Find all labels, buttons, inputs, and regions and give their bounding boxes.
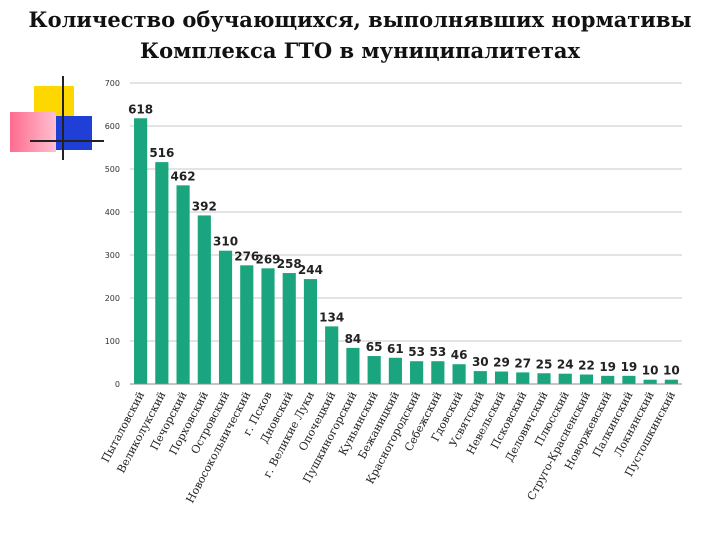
data-label: 30 xyxy=(472,355,489,369)
data-label: 10 xyxy=(642,364,659,378)
bar xyxy=(134,118,148,384)
data-label: 53 xyxy=(408,345,425,359)
data-label: 29 xyxy=(493,356,510,370)
data-label: 10 xyxy=(663,364,680,378)
title-line-1: Количество обучающихся, выполнявших норм… xyxy=(28,7,692,32)
data-label: 618 xyxy=(128,102,153,116)
bar xyxy=(303,279,318,384)
bar xyxy=(367,356,381,384)
y-tick-label: 100 xyxy=(105,337,120,346)
page-title: Количество обучающихся, выполнявших норм… xyxy=(0,4,720,66)
deco-pink-square xyxy=(10,112,56,152)
data-label: 53 xyxy=(429,345,446,359)
data-label: 25 xyxy=(536,357,553,371)
data-label: 310 xyxy=(213,235,238,249)
bar xyxy=(558,373,572,384)
bar xyxy=(261,268,275,384)
y-tick-label: 400 xyxy=(105,208,120,217)
data-label: 134 xyxy=(319,310,344,324)
title-line-2: Комплекса ГТО в муниципалитетах xyxy=(140,38,580,63)
data-label: 244 xyxy=(298,263,323,277)
bar xyxy=(473,371,487,384)
bar xyxy=(643,379,657,384)
data-label: 65 xyxy=(366,340,383,354)
bar xyxy=(325,326,339,384)
bar xyxy=(346,347,360,384)
data-label: 276 xyxy=(234,249,259,263)
y-tick-label: 700 xyxy=(105,79,120,88)
deco-blue-square xyxy=(52,116,92,150)
bar xyxy=(240,265,254,384)
bar xyxy=(494,371,509,384)
y-tick-label: 300 xyxy=(105,251,120,260)
data-label: 84 xyxy=(345,332,362,346)
bar xyxy=(218,250,233,384)
bar xyxy=(452,364,466,384)
bar xyxy=(622,375,636,384)
bar xyxy=(601,375,615,384)
data-label: 22 xyxy=(578,359,595,373)
y-tick-label: 600 xyxy=(105,122,120,131)
data-label: 27 xyxy=(514,356,531,370)
bar xyxy=(579,374,594,384)
data-label: 258 xyxy=(277,257,302,271)
deco-vertical-line xyxy=(62,76,64,160)
decoration-graphic xyxy=(8,76,104,160)
bar xyxy=(176,185,190,384)
data-label: 24 xyxy=(557,358,574,372)
bar xyxy=(197,215,211,384)
bar xyxy=(431,361,445,384)
bar xyxy=(388,357,402,384)
bar xyxy=(410,361,424,384)
data-label: 516 xyxy=(149,146,174,160)
deco-horizontal-line xyxy=(30,140,104,142)
data-label: 392 xyxy=(192,199,217,213)
bar xyxy=(537,373,551,384)
data-label: 269 xyxy=(255,252,280,266)
bar xyxy=(155,162,169,384)
data-label: 19 xyxy=(599,360,616,374)
y-tick-label: 0 xyxy=(115,380,120,389)
bar xyxy=(282,273,296,384)
y-tick-label: 500 xyxy=(105,165,120,174)
bar xyxy=(516,372,530,384)
data-label: 46 xyxy=(451,348,468,362)
data-label: 61 xyxy=(387,342,404,356)
y-tick-label: 200 xyxy=(105,294,120,303)
data-label: 462 xyxy=(171,169,196,183)
bar xyxy=(664,379,678,384)
data-label: 19 xyxy=(621,360,638,374)
